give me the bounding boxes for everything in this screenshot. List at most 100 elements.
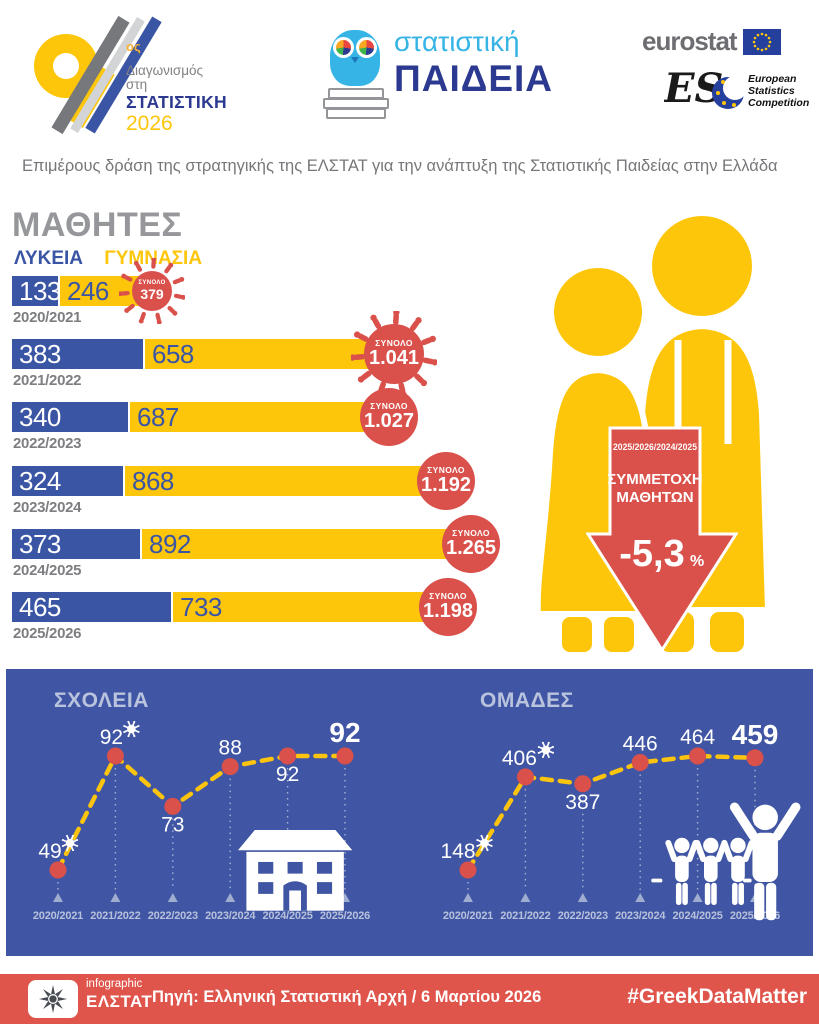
data-point-value: 49	[38, 840, 61, 863]
school-year-label: 2022/2023	[13, 435, 82, 453]
axis-triangle-marker	[463, 893, 473, 902]
eu-flag-icon	[742, 28, 781, 55]
gymnasia-bar-segment: 246	[60, 276, 144, 306]
lykeia-bar-segment: 465	[12, 591, 171, 622]
virus-icon	[123, 720, 140, 738]
decline-period: 2025/2026/2024/2025	[613, 442, 697, 452]
data-point	[106, 747, 124, 765]
x-axis-year-label: 2022/2023	[148, 910, 198, 922]
paideia-line2: ΠΑΙΔΕΙΑ	[394, 58, 553, 99]
owl-beak	[351, 57, 359, 63]
edition-suffix: ος	[126, 39, 141, 54]
data-point	[164, 797, 182, 815]
x-axis-year-label: 2024/2025	[262, 910, 312, 922]
teams-chart-title: ΟΜΑΔΕΣ	[480, 689, 574, 712]
total-label: ΣΥΝΟΛΟ	[429, 590, 467, 601]
total-value: 379	[140, 286, 164, 302]
x-axis-year-label: 2023/2024	[205, 910, 256, 922]
cheering-team-icon	[651, 802, 801, 921]
school-year-label: 2021/2022	[13, 372, 82, 390]
esc-word2: Statistics	[748, 85, 795, 97]
footer-logo-small: infographic	[86, 978, 143, 990]
x-axis-year-label: 2024/2025	[672, 910, 722, 922]
axis-triangle-marker	[167, 893, 178, 902]
total-label: ΣΥΝΟΛΟ	[452, 527, 490, 538]
elstat-logo-box	[28, 980, 78, 1018]
students-section: ΜΑΘΗΤΕΣ ΛΥΚΕΙΑ ΓΥΜΝΑΣΙΑ 1332462020/2021Σ…	[12, 206, 537, 656]
esc-word3: Competition	[748, 97, 809, 109]
total-value: 1.027	[363, 410, 415, 433]
paideia-line1: στατιστική	[394, 26, 520, 57]
data-point-value: 88	[219, 737, 242, 760]
total-value: 1.192	[420, 473, 472, 496]
virus-icon	[537, 741, 555, 759]
total-badge: ΣΥΝΟΛΟ 1.265	[442, 514, 500, 573]
legend-lykeia: ΛΥΚΕΙΑ	[14, 248, 84, 269]
total-label: ΣΥΝΟΛΟ	[427, 464, 465, 475]
axis-triangle-marker	[635, 893, 646, 902]
virus-icon	[476, 834, 493, 852]
data-point-value: 406	[502, 747, 537, 770]
total-label: ΣΥΝΟΛΟ	[138, 280, 166, 286]
total-value: 1.265	[445, 536, 497, 559]
schools-chart-title: ΣΧΟΛΕΙΑ	[54, 689, 149, 712]
statistical-literacy-logo: στατιστική ΠΑΙΔΕΙΑ	[323, 26, 600, 126]
eurostat-label: eurostat	[642, 26, 738, 56]
school-building-icon	[238, 830, 353, 911]
axis-triangle-marker	[692, 893, 703, 902]
data-point-value: 446	[623, 732, 658, 755]
total-label: ΣΥΝΟΛΟ	[370, 401, 408, 412]
decline-label-line2: ΜΑΘΗΤΩΝ	[616, 489, 693, 506]
gymnasia-bar-segment: 658	[145, 339, 370, 370]
trend-line	[55, 752, 348, 873]
x-axis-year-label: 2021/2022	[90, 910, 140, 922]
school-year-label: 2023/2024	[13, 498, 82, 516]
student-bar-row: 340 687 2022/2023 ΣΥΝΟΛΟ 1.027	[12, 388, 537, 465]
gymnasia-bar-segment: 868	[125, 465, 422, 496]
strategy-subtitle: Επιμέρους δράση της στρατηγικής της ΕΛΣΤ…	[22, 156, 778, 175]
data-point	[459, 861, 477, 879]
data-point-value: 92	[100, 726, 123, 749]
book-icon	[326, 108, 386, 119]
x-axis-year-label: 2021/2022	[500, 910, 550, 922]
axis-triangle-marker	[520, 893, 531, 902]
lykeia-bar-segment: 324	[12, 465, 123, 496]
participation-decline-arrow: 2025/2026/2024/2025 ΣΥΜΜΕΤΟΧΗ ΜΑΘΗΤΩΝ -5…	[586, 426, 738, 652]
data-point-value: 92	[276, 763, 299, 786]
esc-word1: European	[748, 73, 796, 85]
total-label: ΣΥΝΟΛΟ	[375, 338, 413, 349]
lykeia-bar-segment: 383	[12, 339, 143, 370]
axis-triangle-marker	[225, 893, 236, 902]
axis-triangle-marker	[110, 893, 121, 902]
x-axis-year-label: 2025/2026	[320, 910, 370, 922]
axis-triangle-marker	[577, 893, 588, 902]
source-text: Πηγή: Ελληνική Στατιστική Αρχή / 6 Μαρτί…	[152, 988, 542, 1006]
decline-value: -5,3	[619, 533, 684, 575]
owl-icon	[330, 30, 380, 86]
x-axis-year-label: 2020/2021	[33, 910, 83, 922]
total-badge: ΣΥΝΟΛΟ 1.198	[419, 577, 477, 636]
hashtag: #GreekDataMatter	[627, 985, 807, 1008]
axis-triangle-marker	[53, 893, 63, 902]
data-point	[574, 775, 592, 793]
student-bar-row: 373 892 2024/2025 ΣΥΝΟΛΟ 1.265	[12, 514, 537, 592]
x-axis-year-label: 2020/2021	[443, 910, 493, 922]
data-point	[279, 747, 297, 765]
student-bar-row: 465 733 2025/2026 ΣΥΝΟΛΟ 1.198	[12, 577, 537, 655]
school-year-label: 2020/2021	[13, 309, 82, 326]
total-badge: ΣΥΝΟΛΟ 379	[119, 258, 185, 324]
x-axis-year-label: 2022/2023	[558, 910, 608, 922]
lykeia-bar-segment: 133	[12, 276, 61, 306]
total-badge: ΣΥΝΟΛΟ 1.041	[351, 311, 437, 398]
students-title: ΜΑΘΗΤΕΣ	[12, 206, 183, 244]
data-point	[336, 747, 354, 765]
line-charts-panel: ΣΧΟΛΕΙΑ ΟΜΑΔΕΣ 2020/2021 2021/2022 2022/20…	[6, 669, 813, 956]
total-value: 1.041	[368, 347, 420, 370]
competition-name-line2: ΣΤΑΤΙΣΤΙΚΗ	[126, 91, 227, 112]
data-point-value: 73	[161, 813, 184, 836]
total-badge: ΣΥΝΟΛΟ 1.027	[360, 388, 418, 447]
esc-logo: ES European Statistics Competition	[663, 60, 816, 123]
data-point-value: 148	[440, 840, 475, 863]
school-year-label: 2024/2025	[13, 561, 82, 579]
data-point-value: 387	[565, 791, 600, 814]
